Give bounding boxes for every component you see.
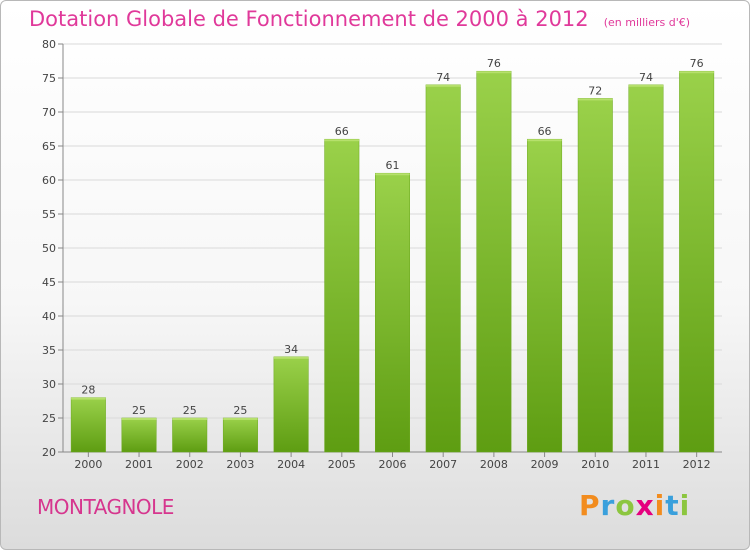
- bar-2007: [425, 84, 461, 453]
- bar-2009: [527, 138, 563, 453]
- bar-highlight: [273, 356, 309, 359]
- bar-highlight: [121, 418, 157, 420]
- y-tick-label: 40: [42, 310, 56, 323]
- title-row: Dotation Globale de Fonctionnement de 20…: [29, 7, 690, 31]
- bar-highlight: [578, 98, 613, 101]
- x-tick-label-2003: 2003: [226, 458, 254, 471]
- bar-2002: [172, 417, 208, 453]
- bar-2004: [273, 356, 309, 453]
- value-label-2012: 76: [690, 57, 704, 70]
- x-tick-label-2008: 2008: [480, 458, 508, 471]
- bar-chart: 20 25 30 35 40 45 50 55 60 65 70 75 80 28 2000 25 2001 25…: [42, 38, 722, 471]
- y-tick-label: 65: [42, 140, 56, 153]
- chart-subtitle: (en milliers d'€): [603, 16, 691, 29]
- x-tick-label-2005: 2005: [328, 458, 356, 471]
- y-tick-label: 70: [42, 106, 56, 119]
- bar-highlight: [527, 139, 562, 142]
- bar-2000: [70, 397, 106, 453]
- logo-letter: o: [615, 489, 636, 522]
- value-label-2001: 25: [132, 404, 146, 417]
- logo-letter: P: [579, 489, 601, 522]
- value-label-2010: 72: [588, 84, 602, 97]
- logo-letter: r: [600, 489, 616, 522]
- chart-title: Dotation Globale de Fonctionnement de 20…: [29, 7, 589, 31]
- x-tick-label-2007: 2007: [429, 458, 457, 471]
- x-tick-label-2006: 2006: [379, 458, 407, 471]
- value-label-2003: 25: [233, 404, 247, 417]
- value-label-2002: 25: [183, 404, 197, 417]
- bar-2006: [375, 172, 410, 453]
- logo-letter: i: [679, 489, 691, 522]
- value-label-2009: 66: [538, 125, 552, 138]
- value-label-2004: 34: [284, 343, 298, 356]
- bar-highlight: [172, 418, 207, 420]
- value-label-2011: 74: [639, 71, 653, 84]
- commune-name: MONTAGNOLE: [37, 495, 174, 519]
- y-tick-label: 30: [42, 378, 56, 391]
- value-label-2005: 66: [335, 125, 349, 138]
- value-label-2007: 74: [436, 71, 450, 84]
- bars: [70, 70, 715, 453]
- bar-highlight: [476, 71, 512, 74]
- logo-letter: t: [665, 489, 680, 522]
- y-tick-label: 75: [42, 72, 56, 85]
- x-tick-label-2011: 2011: [632, 458, 660, 471]
- value-label-2000: 28: [81, 384, 95, 397]
- y-tick-label: 60: [42, 174, 56, 187]
- x-tick-label-2002: 2002: [176, 458, 204, 471]
- bar-2008: [476, 70, 512, 453]
- bar-highlight: [628, 84, 664, 87]
- y-tick-label: 45: [42, 276, 56, 289]
- y-tick-label: 80: [42, 38, 56, 51]
- x-tick-label-2009: 2009: [531, 458, 559, 471]
- y-tick-label: 55: [42, 208, 56, 221]
- bar-highlight: [679, 71, 714, 74]
- y-tick-label: 50: [42, 242, 56, 255]
- bar-2001: [121, 417, 157, 453]
- y-tick-label: 25: [42, 412, 56, 425]
- labels: 20 25 30 35 40 45 50 55 60 65 70 75 80 28 2000 25 2001 25…: [42, 38, 711, 471]
- bar-2010: [577, 98, 613, 453]
- value-label-2006: 61: [386, 159, 400, 172]
- bar-2012: [679, 70, 715, 453]
- x-tick-label-2001: 2001: [125, 458, 153, 471]
- x-tick-label-2012: 2012: [683, 458, 711, 471]
- x-tick-label-2010: 2010: [581, 458, 609, 471]
- bar-highlight: [375, 173, 410, 176]
- bar-2011: [628, 84, 664, 453]
- y-tick-label: 20: [42, 446, 56, 459]
- bar-highlight: [324, 139, 360, 142]
- x-tick-label-2004: 2004: [277, 458, 305, 471]
- bar-highlight: [425, 84, 461, 87]
- value-label-2008: 76: [487, 57, 501, 70]
- logo-letter: x: [635, 489, 655, 522]
- y-tick-label: 35: [42, 344, 56, 357]
- logo-letter: i: [654, 489, 666, 522]
- bar-highlight: [71, 397, 106, 400]
- bar-highlight: [223, 418, 258, 420]
- bar-2005: [324, 138, 360, 453]
- x-tick-label-2000: 2000: [74, 458, 102, 471]
- bar-2003: [222, 417, 258, 453]
- proxiti-logo: Proxiti: [579, 489, 690, 522]
